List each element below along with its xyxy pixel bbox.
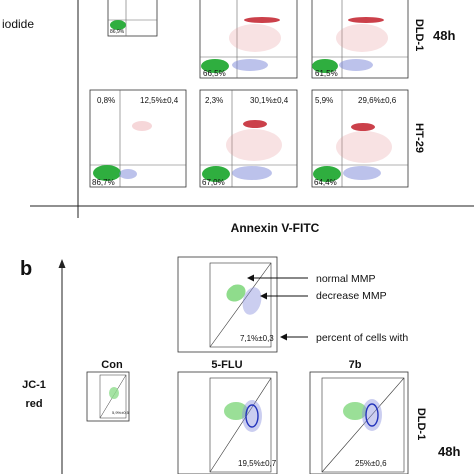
cell-cluster-live bbox=[110, 20, 126, 30]
legend-decrease-mmp: decrease MMP bbox=[316, 290, 387, 302]
plot-b-7b bbox=[309, 371, 409, 474]
cell-cluster-live bbox=[313, 166, 341, 182]
arrowhead-left-icon bbox=[260, 292, 267, 300]
cell-cluster-early bbox=[232, 166, 272, 180]
row-label-ht29: HT-29 bbox=[413, 123, 425, 153]
pct-a-r2-c3-ll: 64,4% bbox=[314, 178, 337, 187]
panel-a: iodide Annexin V-FITC DLD-1 HT-29 48h 86… bbox=[2, 0, 474, 235]
example-percent: 7,1%±0,3 bbox=[240, 334, 274, 343]
pct-a-r2-c1-ul: 0,8% bbox=[97, 96, 115, 105]
pct-a-r2-c3-ur: 29,6%±0,6 bbox=[358, 96, 397, 105]
gate-diagonal bbox=[321, 377, 405, 473]
pct-a-r2-c1-ll: 86,7% bbox=[92, 178, 115, 187]
cell-cluster-scatter bbox=[336, 24, 388, 52]
cell-cluster-normal-mmp bbox=[226, 284, 246, 302]
cell-cluster-scatter bbox=[132, 121, 152, 131]
pct-a-r2-c2-ll: 67,0% bbox=[202, 178, 225, 187]
cell-cluster-live bbox=[202, 166, 230, 182]
cell-ring-decreased-mmp bbox=[245, 404, 259, 428]
plot-a-r1-c1 bbox=[107, 0, 158, 37]
panel-b-ylabel-line1: JC-1 bbox=[22, 379, 46, 391]
cell-cluster-late bbox=[351, 123, 375, 131]
value-5flu: 19,5%±0,7 bbox=[238, 459, 277, 468]
row-label-dld1: DLD-1 bbox=[413, 19, 425, 51]
cell-cluster-scatter bbox=[336, 131, 392, 163]
plot-b-example bbox=[177, 256, 278, 353]
value-7b: 25%±0,6 bbox=[355, 459, 387, 468]
col-label-7b: 7b bbox=[349, 359, 362, 371]
cell-cluster-late bbox=[244, 17, 280, 23]
pct-a-r2-c3-ul: 5,9% bbox=[315, 96, 333, 105]
gate-frame bbox=[209, 377, 272, 473]
panel-a-ylabel: iodide bbox=[2, 17, 34, 31]
cell-cluster-late bbox=[348, 17, 384, 23]
cell-cluster-normal-mmp bbox=[343, 402, 367, 420]
cell-cluster-live bbox=[93, 165, 121, 181]
plot-b-5flu bbox=[177, 371, 278, 474]
cell-cluster-late bbox=[243, 120, 267, 128]
arrowhead-up-icon bbox=[58, 259, 66, 268]
pct-a-r1-c2-ll: 66,5% bbox=[203, 69, 226, 78]
pct-a-r2-c1-ur: 12,5%±0,4 bbox=[140, 96, 179, 105]
cell-cluster-decreased-mmp bbox=[242, 400, 262, 432]
pct-a-r1-c1-ll: 86,9% bbox=[110, 29, 125, 35]
value-con: 5,9%±0,5 bbox=[112, 410, 130, 415]
gate-frame bbox=[99, 374, 127, 419]
cell-cluster-live bbox=[312, 59, 338, 73]
cell-cluster-early bbox=[339, 59, 373, 71]
cell-ring-decreased-mmp bbox=[365, 403, 379, 427]
col-label-5flu: 5-FLU bbox=[211, 359, 242, 371]
panel-b-ylabel-line2: red bbox=[25, 398, 42, 410]
cell-cluster-decreased-mmp bbox=[362, 399, 382, 431]
panel-b-row-label: DLD-1 bbox=[415, 408, 427, 440]
arrowhead-left-icon bbox=[280, 333, 287, 341]
pct-a-r2-c2-ur: 30,1%±0,4 bbox=[250, 96, 289, 105]
cell-cluster-early bbox=[232, 59, 268, 71]
pct-a-r2-c2-ul: 2,3% bbox=[205, 96, 223, 105]
cell-cluster-scatter bbox=[226, 129, 282, 161]
panel-b-letter: b bbox=[20, 258, 32, 280]
legend-percent-cells: percent of cells with bbox=[316, 332, 408, 344]
cell-cluster-early bbox=[343, 166, 381, 180]
panel-a-xlabel: Annexin V-FITC bbox=[231, 221, 320, 235]
panel-a-time-label: 48h bbox=[433, 28, 455, 43]
gate-frame bbox=[321, 377, 405, 473]
panel-b-time-label: 48h bbox=[438, 444, 460, 459]
cell-cluster-scatter bbox=[229, 24, 281, 52]
cell-cluster-early bbox=[119, 169, 137, 179]
cell-cluster-decreased-mmp bbox=[242, 287, 262, 315]
panel-b: b JC-1 red 7,1%±0,3 normal MMP decrease … bbox=[20, 256, 460, 474]
legend-normal-mmp: normal MMP bbox=[316, 273, 376, 285]
cell-cluster-normal-mmp bbox=[109, 387, 119, 399]
col-label-con: Con bbox=[101, 359, 123, 371]
gate-frame bbox=[209, 262, 272, 348]
gate-diagonal bbox=[209, 262, 272, 348]
pct-a-r1-c3-ll: 61,5% bbox=[315, 69, 338, 78]
cell-cluster-normal-mmp bbox=[224, 402, 248, 420]
plot-b-con bbox=[86, 371, 130, 422]
cell-cluster-live bbox=[201, 59, 229, 73]
arrowhead-left-icon bbox=[247, 274, 254, 282]
gate-diagonal bbox=[209, 377, 272, 473]
